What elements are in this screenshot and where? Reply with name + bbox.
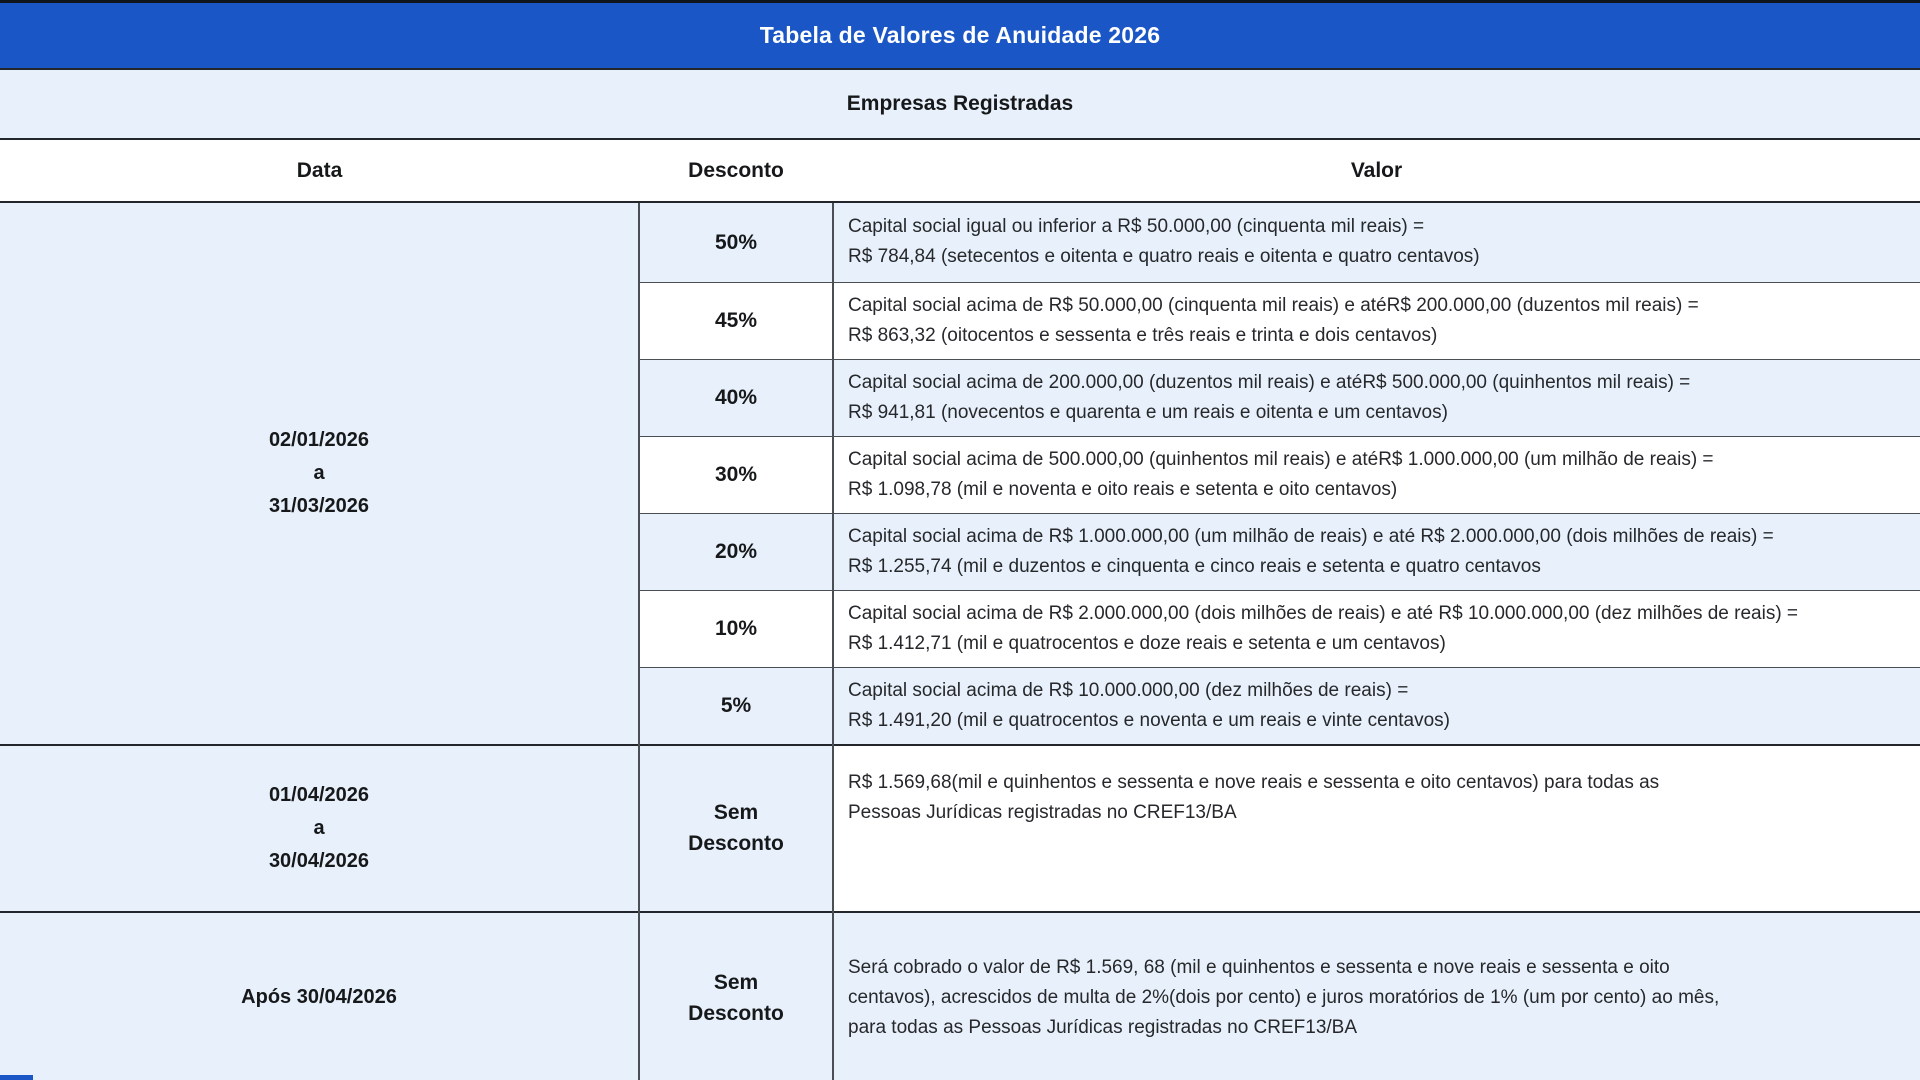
discount-text: 50%: [714, 230, 758, 254]
page-title: Tabela de Valores de Anuidade 2026: [759, 22, 1161, 48]
column-header-desconto: Desconto: [639, 140, 833, 203]
value-cell: Será cobrado o valor de R$ 1.569, 68 (mi…: [832, 910, 1920, 1080]
value-text: R$ 863,32 (oitocentos e sessenta e três …: [848, 324, 1438, 346]
column-header-valor: Valor: [833, 140, 1920, 203]
value-text: Capital social acima de R$ 10.000.000,00…: [848, 679, 1409, 701]
value-text: Será cobrado o valor de R$ 1.569, 68 (mi…: [848, 956, 1670, 978]
value-cell: Capital social acima de R$ 10.000.000,00…: [832, 666, 1920, 745]
table-body: 02/01/2026 a 31/03/2026 50% Capital social i…: [0, 201, 1920, 1080]
value-text: R$ 1.569,68(mil e quinhentos e sessenta …: [848, 771, 1660, 793]
discount-cell: 10%: [638, 589, 833, 667]
discount-cell: 50%: [638, 201, 833, 282]
discount-cell: 20%: [638, 512, 833, 590]
value-text: Capital social acima de 200.000,00 (duze…: [848, 371, 1691, 393]
table-row: 45% Capital social acima de R$ 50.000,00 …: [0, 281, 1920, 359]
table-row: Após 30/04/2026 Sem Desconto Será cobrado o…: [0, 910, 1920, 1080]
value-text: R$ 1.098,78 (mil e noventa e oito reais …: [848, 478, 1398, 500]
value-cell: Capital social acima de R$ 1.000.000,00 …: [832, 512, 1920, 590]
discount-text: 10%: [714, 617, 758, 640]
table-row: 10% Capital social acima de R$ 2.000.000,…: [0, 589, 1920, 667]
discount-text: Sem: [713, 801, 759, 824]
value-cell: R$ 1.569,68(mil e quinhentos e sessenta …: [832, 743, 1920, 912]
value-text: R$ 784,84 (setecentos e oitenta e quatro…: [848, 246, 1480, 268]
column-header-data: Data: [0, 140, 639, 203]
discount-cell: Sem Desconto: [638, 910, 833, 1080]
value-text: Capital social acima de R$ 50.000,00 (ci…: [848, 294, 1699, 316]
discount-text: 5%: [720, 694, 752, 717]
date-text: a: [313, 461, 325, 484]
table-subtitle: Empresas Registradas: [846, 92, 1074, 115]
discount-text: 40%: [714, 386, 758, 409]
table-row: 02/01/2026 a 31/03/2026 50% Capital social i…: [0, 201, 1920, 745]
value-text: Capital social acima de 500.000,00 (quin…: [848, 448, 1714, 470]
table-row: 01/04/2026 a 30/04/2026 Sem Desconto R$ 1.569…: [0, 743, 1920, 912]
value-cell: Capital social acima de R$ 50.000,00 (ci…: [832, 281, 1920, 359]
value-text: Capital social acima de R$ 2.000.000,00 …: [848, 602, 1799, 624]
discount-text: Sem: [713, 970, 759, 994]
date-cell: 02/01/2026 a 31/03/2026: [0, 201, 639, 745]
value-cell: Capital social acima de 200.000,00 (duze…: [832, 358, 1920, 436]
discount-cell: 40%: [638, 358, 833, 436]
value-text: para todas as Pessoas Jurídicas registra…: [848, 1016, 1358, 1038]
value-text: R$ 1.412,71 (mil e quatrocentos e doze r…: [848, 632, 1446, 654]
date-cell: 01/04/2026 a 30/04/2026: [0, 743, 639, 912]
table-row: 40% Capital social acima de 200.000,00 (d…: [0, 358, 1920, 436]
discount-cell: Sem Desconto: [638, 743, 833, 912]
discount-text: Desconto: [688, 1001, 784, 1025]
value-text: Pessoas Jurídicas registradas no CREF13/…: [848, 801, 1237, 823]
discount-text: 20%: [714, 540, 758, 563]
date-cell: Após 30/04/2026: [0, 910, 639, 1080]
date-text: Após 30/04/2026: [241, 986, 397, 1008]
value-cell: Capital social acima de 500.000,00 (quin…: [832, 435, 1920, 513]
column-header-row: Data Desconto Valor: [0, 140, 1920, 203]
value-text: centavos), acrescidos de multa de 2%(doi…: [848, 986, 1720, 1008]
discount-cell: 45%: [638, 281, 833, 359]
value-text: Capital social igual ou inferior a R$ 50…: [848, 216, 1425, 238]
value-cell: Capital social acima de R$ 2.000.000,00 …: [832, 589, 1920, 667]
value-cell: Capital social igual ou inferior a R$ 50…: [832, 201, 1920, 282]
discount-text: 30%: [714, 463, 758, 486]
table-row: 5% Capital social acima de R$ 10.000.000,…: [0, 666, 1920, 745]
date-text: 01/04/2026: [268, 783, 370, 806]
table-title-bar: Tabela de Valores de Anuidade 2026: [0, 0, 1920, 70]
table-row: 20% Capital social acima de R$ 1.000.000,…: [0, 512, 1920, 590]
annuity-table: Data Desconto Valor 02/01/2026 a 31/03/202…: [0, 140, 1920, 1080]
discount-cell: 30%: [638, 435, 833, 513]
next-section-header-edge: [0, 1075, 33, 1080]
value-text: R$ 1.491,20 (mil e quatrocentos e novent…: [848, 709, 1451, 731]
date-text: 02/01/2026: [268, 428, 370, 451]
value-text: R$ 941,81 (novecentos e quarenta e um re…: [848, 401, 1448, 423]
date-text: a: [313, 816, 325, 839]
date-text: 30/04/2026: [268, 849, 370, 872]
discount-cell: 5%: [638, 666, 833, 745]
discount-text: 45%: [714, 309, 758, 332]
date-text: 31/03/2026: [268, 494, 370, 517]
value-text: Capital social acima de R$ 1.000.000,00 …: [848, 525, 1774, 547]
value-text: R$ 1.255,74 (mil e duzentos e cinquenta …: [848, 555, 1541, 577]
table-subtitle-bar: Empresas Registradas: [0, 70, 1920, 140]
table-row: 30% Capital social acima de 500.000,00 (q…: [0, 435, 1920, 513]
discount-text: Desconto: [688, 832, 784, 855]
